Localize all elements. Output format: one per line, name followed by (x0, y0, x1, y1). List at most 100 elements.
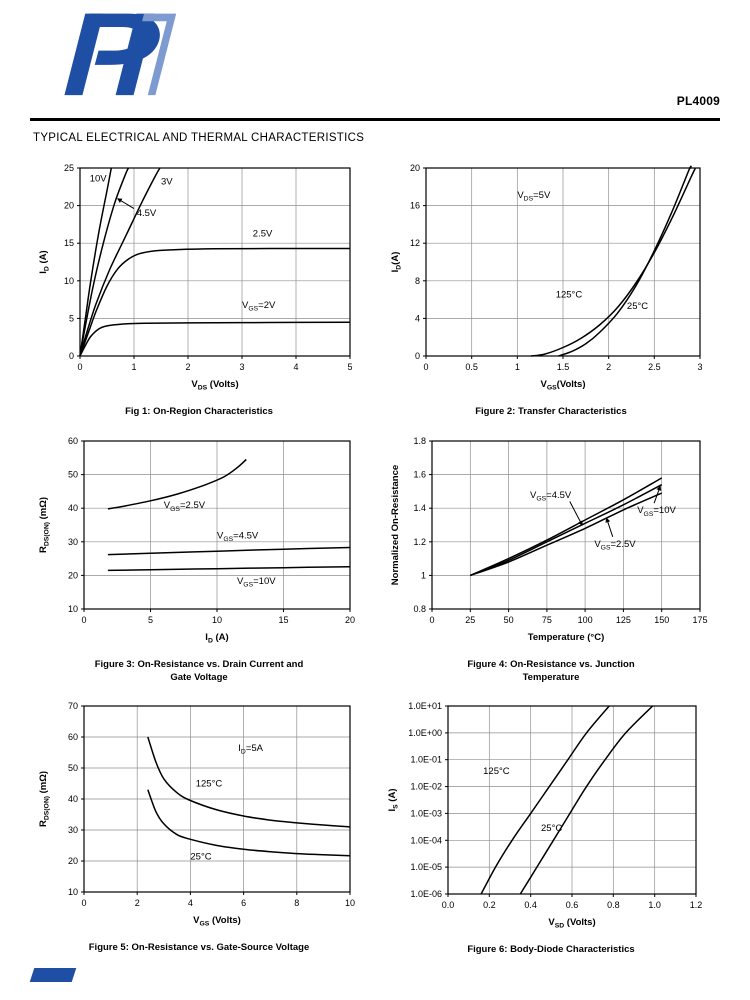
x-tick-label: 75 (542, 615, 552, 625)
y-tick-label: 70 (68, 701, 78, 711)
fig6-plot: 0.0 0.2 0.4 0.6 0.8 1.0 1.2 1.0E+01 1.0E+00 1.0E-… (386, 696, 716, 943)
y-tick-label: 30 (68, 537, 78, 547)
x-tick-label: 20 (345, 615, 355, 625)
curve-label: ID=5A (238, 743, 263, 756)
x-tick-label: 0.4 (524, 900, 537, 910)
x-tick-label: 0 (81, 615, 86, 625)
x-tick-label: 1 (515, 362, 520, 372)
curve-vgs-4-5v (469, 477, 663, 576)
x-tick-label: 0 (81, 898, 86, 908)
curve-label: VGS=4.5V (530, 490, 572, 503)
x-axis-title: VGS(Volts) (540, 379, 585, 392)
y-tick-label: 40 (68, 503, 78, 513)
y-tick-label: 8 (415, 276, 420, 286)
y-tick-label: 20 (68, 856, 78, 866)
y-tick-label: 1.0E-01 (410, 755, 442, 765)
page-header: PL4009 (30, 8, 720, 116)
y-tick-label: 1.0E-02 (410, 782, 442, 792)
fig2-plot: 0 0.5 1 1.5 2 2.5 3 0 4 8 12 16 20 VGS(Volts) ID(A) VDS… (386, 158, 716, 405)
figure-on-region-characteristics: 0 1 2 3 4 5 0 5 10 15 20 25 VDS (Volts) ID (A) 10V 3V 4.… (34, 158, 364, 419)
brand-logo (64, 13, 177, 96)
y-axis-title: IS (A) (387, 789, 400, 812)
curve-label: 25°C (541, 824, 562, 835)
x-axis-title: VSD (Volts) (548, 917, 595, 930)
curve-label: VGS=2.5V (594, 539, 636, 552)
fig2-caption: Figure 2: Transfer Characteristics (475, 406, 627, 417)
curve-vgs-2-5v (470, 492, 663, 576)
fig1-chart: 0 1 2 3 4 5 0 5 10 15 20 25 VDS (Volts) ID (A) 10V 3V 4.… (38, 163, 353, 392)
charts-grid: 0 1 2 3 4 5 0 5 10 15 20 25 VDS (Volts) ID (A) 10V 3V 4.… (28, 158, 722, 957)
y-tick-label: 15 (64, 238, 74, 248)
curve-125-c (147, 737, 351, 829)
y-tick-label: 50 (68, 469, 78, 479)
x-axis-title: VGS (Volts) (193, 915, 241, 928)
curve-label: VGS=2V (242, 300, 276, 313)
figure-rdson-vs-junction-temperature: 0 25 50 75 100 125 150 175 0.8 1 1.2 1.4 1.6 1.8 Tempe… (386, 431, 716, 685)
fig3-plot: 0 5 10 15 20 10 20 30 40 50 60 ID (A) RDS(ON) (mΩ) VG… (34, 431, 364, 658)
x-tick-label: 1.5 (557, 362, 570, 372)
y-tick-label: 25 (64, 163, 74, 173)
curve-label: 25°C (190, 852, 211, 863)
x-tick-label: 1.2 (690, 900, 703, 910)
x-tick-label: 0.8 (607, 900, 620, 910)
y-axis-title: RDS(ON) (mΩ) (38, 771, 51, 827)
x-tick-label: 4 (293, 362, 298, 372)
x-tick-label: 150 (654, 615, 669, 625)
y-tick-label: 1.0E-04 (410, 836, 442, 846)
y-tick-label: 1.2 (413, 537, 426, 547)
curve-label: 2.5V (253, 228, 273, 239)
y-tick-label: 60 (68, 436, 78, 446)
figure-transfer-characteristics: 0 0.5 1 1.5 2 2.5 3 0 4 8 12 16 20 VGS(Volts) ID(A) VDS… (386, 158, 716, 419)
y-tick-label: 4 (415, 313, 420, 323)
x-tick-label: 2.5 (648, 362, 661, 372)
y-tick-label: 10 (64, 276, 74, 286)
section-title: TYPICAL ELECTRICAL AND THERMAL CHARACTER… (33, 132, 365, 144)
y-axis-title: ID(A) (390, 252, 403, 273)
curve-vgs-10v (107, 565, 351, 571)
figure-rdson-vs-drain-current: 0 5 10 15 20 10 20 30 40 50 60 ID (A) RDS(ON) (mΩ) VG… (34, 431, 364, 685)
y-tick-label: 40 (68, 794, 78, 804)
x-tick-label: 4 (188, 898, 193, 908)
curve-vgs-2v (79, 321, 351, 357)
x-tick-label: 6 (241, 898, 246, 908)
y-tick-label: 1.0E+00 (408, 728, 442, 738)
curve-vgs-10v (79, 167, 113, 357)
x-tick-label: 10 (212, 615, 222, 625)
x-tick-label: 0 (429, 615, 434, 625)
curve-25-c (558, 165, 692, 357)
y-tick-label: 12 (410, 238, 420, 248)
logo-slash (115, 13, 155, 96)
x-tick-label: 0.0 (442, 900, 455, 910)
curve-vgs-10v (470, 483, 663, 576)
curve-vgs-3v (79, 167, 161, 357)
x-tick-label: 3 (697, 362, 702, 372)
fig5-plot: 0 2 4 6 8 10 10 20 30 40 50 60 70 VGS (Volts) RDS(ON) … (34, 696, 364, 941)
y-tick-label: 20 (410, 163, 420, 173)
x-tick-label: 0.5 (465, 362, 478, 372)
curve-label: VGS=2.5V (164, 500, 206, 513)
curve-label: 4.5V (137, 208, 157, 219)
y-axis-title: RDS(ON) (mΩ) (38, 497, 51, 553)
x-tick-label: 0 (423, 362, 428, 372)
y-tick-label: 0 (415, 351, 420, 361)
y-tick-label: 1 (421, 570, 426, 580)
curve-label: 3V (161, 177, 173, 188)
x-tick-label: 8 (294, 898, 299, 908)
x-tick-label: 175 (692, 615, 707, 625)
fig4-plot: 0 25 50 75 100 125 150 175 0.8 1 1.2 1.4 1.6 1.8 Tempe… (386, 431, 716, 658)
figure-rdson-vs-gate-source-voltage: 0 2 4 6 8 10 10 20 30 40 50 60 70 VGS (Volts) RDS(ON) … (34, 696, 364, 957)
x-tick-label: 2 (135, 898, 140, 908)
x-tick-label: 0.2 (483, 900, 496, 910)
x-tick-label: 10 (345, 898, 355, 908)
x-tick-label: 25 (465, 615, 475, 625)
x-tick-label: 1.0 (648, 900, 661, 910)
y-tick-label: 0 (69, 351, 74, 361)
curve-label: 25°C (627, 301, 648, 312)
figure-body-diode-characteristics: 0.0 0.2 0.4 0.6 0.8 1.0 1.2 1.0E+01 1.0E+00 1.0E-… (386, 696, 716, 957)
x-tick-label: 2 (185, 362, 190, 372)
fig3-chart: 0 5 10 15 20 10 20 30 40 50 60 ID (A) RDS(ON) (mΩ) VG… (38, 436, 355, 645)
y-tick-label: 1.6 (413, 469, 426, 479)
x-axis-title: ID (A) (205, 632, 228, 645)
fig4-caption: Figure 4: On-Resistance vs. Junction Tem… (467, 658, 635, 683)
